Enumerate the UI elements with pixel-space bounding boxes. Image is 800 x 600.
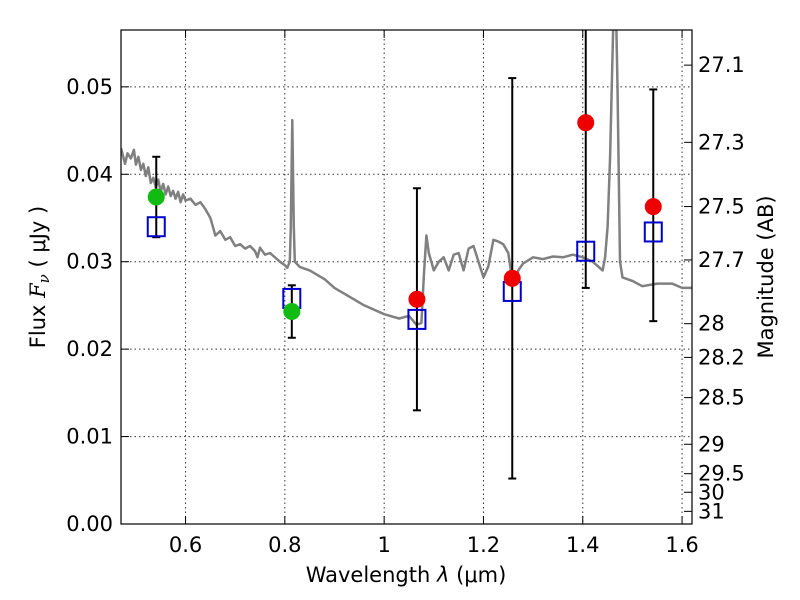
y2-tick-label: 27.3 xyxy=(698,130,745,154)
plot-frame xyxy=(120,29,693,525)
x-axis-title-symbol: λ xyxy=(436,563,449,587)
observed-point xyxy=(408,290,426,308)
y-axis-title: Flux Fν ( μJy ) xyxy=(26,206,53,348)
axis-ticks xyxy=(121,30,692,525)
x-tick-label: 1.4 xyxy=(566,533,599,557)
x-tick-label: 0.8 xyxy=(268,533,301,557)
model-photometry-square xyxy=(407,308,427,330)
tick-labels: 0.6 0.8 1 1.2 1.4 1.6 0.00 0.01 0.02 0.03 0.04 0.05… xyxy=(66,53,745,557)
observed-point xyxy=(503,269,521,287)
y-axis-title-symbol: F xyxy=(26,282,50,299)
grid-lines xyxy=(121,30,692,525)
spectrum-layer xyxy=(121,30,692,326)
y-tick-label: 0.04 xyxy=(66,162,113,186)
observed-point xyxy=(147,188,165,206)
y-axis-title-subscript: ν xyxy=(35,274,53,283)
y2-tick-label: 28.2 xyxy=(698,345,745,369)
y2-tick-label: 29.5 xyxy=(698,462,745,486)
y-tick-label: 0.00 xyxy=(66,512,113,536)
y2-tick-label: 27.7 xyxy=(698,248,745,272)
x-tick-label: 1.2 xyxy=(467,533,500,557)
x-axis-title: Wavelength λ (μm) xyxy=(306,563,507,587)
y2-axis-title: Magnitude (AB) xyxy=(754,195,778,358)
x-tick-label: 1 xyxy=(377,533,390,557)
y2-tick-label: 27.5 xyxy=(698,195,745,219)
spectrum-line xyxy=(121,30,692,326)
y-tick-label: 0.01 xyxy=(66,425,113,449)
y-tick-label: 0.03 xyxy=(66,250,113,274)
model-photometry-square xyxy=(146,216,166,238)
y-tick-label: 0.05 xyxy=(66,75,113,99)
y2-tick-label: 30 xyxy=(698,480,725,504)
marker-layer xyxy=(146,114,663,330)
observed-point xyxy=(283,303,301,321)
model-photometry-square xyxy=(576,240,596,262)
observed-point xyxy=(577,114,595,132)
x-tick-label: 0.6 xyxy=(169,533,202,557)
y-tick-label: 0.02 xyxy=(66,337,113,361)
y2-tick-label: 28.5 xyxy=(698,386,745,410)
x-tick-label: 1.6 xyxy=(665,533,698,557)
y2-tick-label: 29 xyxy=(698,432,725,456)
y2-tick-label: 28 xyxy=(698,312,725,336)
y2-tick-label: 31 xyxy=(698,499,725,523)
observed-point xyxy=(644,198,662,216)
y2-tick-label: 27.1 xyxy=(698,53,745,77)
model-photometry-square xyxy=(643,221,663,243)
